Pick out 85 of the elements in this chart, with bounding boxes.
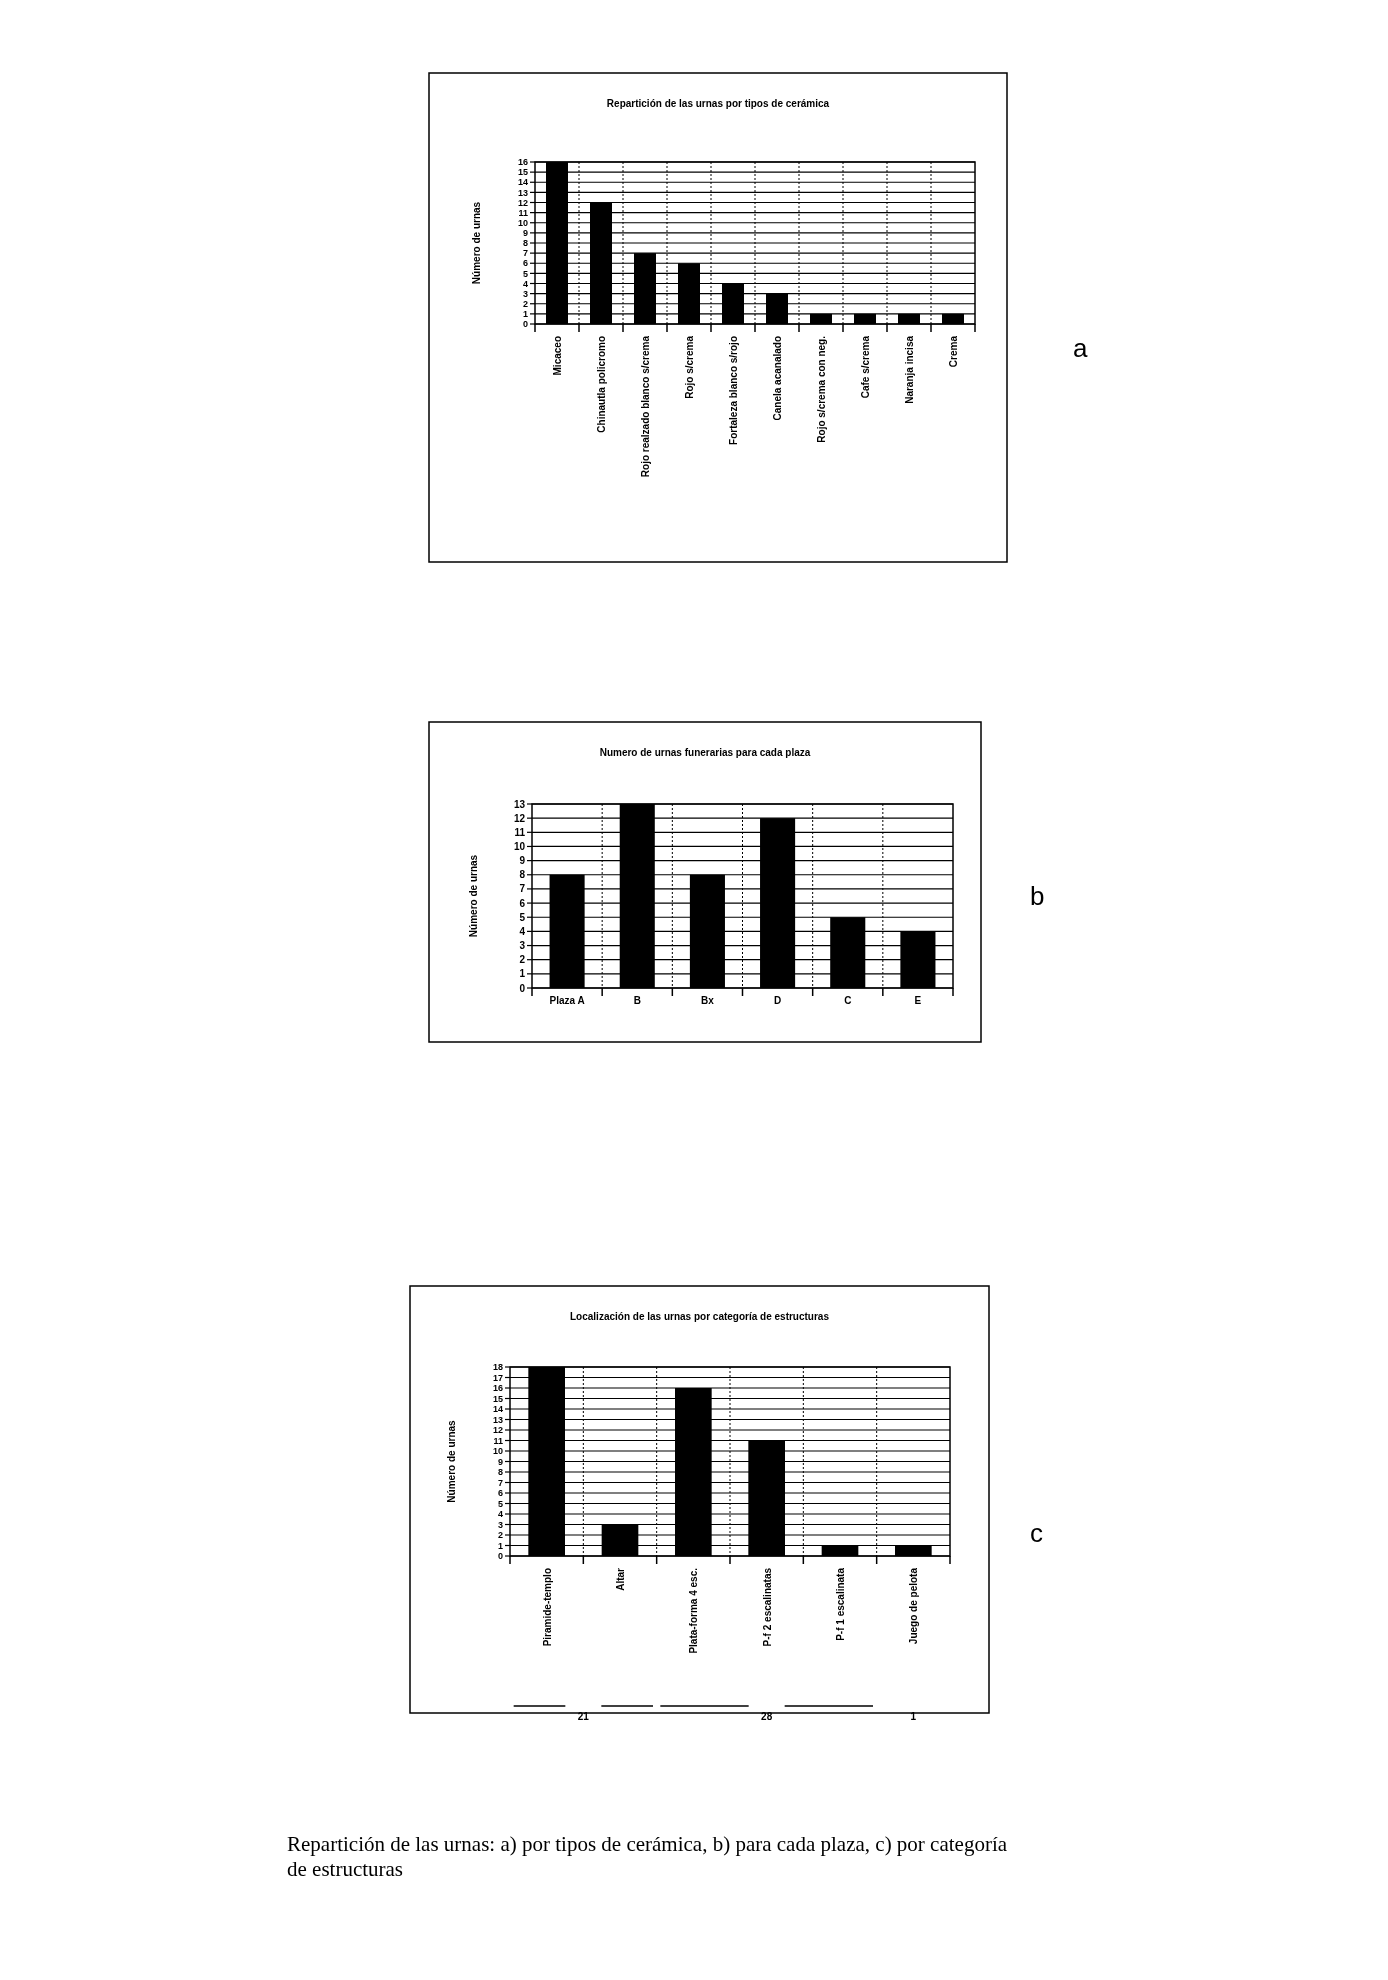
y-tick-label: 18 bbox=[492, 1362, 503, 1373]
y-tick-label: 2 bbox=[519, 954, 526, 966]
y-tick-label: 14 bbox=[492, 1404, 503, 1415]
y-tick-label: 9 bbox=[519, 855, 526, 867]
x-tick-label: Rojo s/crema bbox=[684, 335, 695, 399]
y-tick-label: 4 bbox=[497, 1509, 503, 1520]
y-tick-label: 7 bbox=[519, 883, 526, 895]
y-tick-label: 8 bbox=[519, 869, 526, 881]
x-tick-label: Naranja incisa bbox=[904, 335, 915, 404]
text: 1 bbox=[910, 1711, 917, 1722]
y-tick-label: 6 bbox=[497, 1488, 503, 1499]
x-tick-label: B bbox=[633, 995, 641, 1006]
y-tick-label: 12 bbox=[517, 197, 528, 208]
y-tick-label: 3 bbox=[522, 288, 528, 299]
y-tick-label: 13 bbox=[492, 1414, 503, 1425]
x-tick-label: E bbox=[914, 995, 922, 1006]
y-tick-label: 2 bbox=[522, 298, 528, 309]
y-tick-label: 11 bbox=[493, 1435, 503, 1446]
chart-title: Numero de urnas funerarias para cada plaza bbox=[599, 747, 811, 758]
y-axis-title: Número de urnas bbox=[468, 854, 479, 938]
y-tick-label: 3 bbox=[519, 940, 526, 952]
y-tick-label: 9 bbox=[522, 228, 528, 239]
y-tick-label: 4 bbox=[519, 925, 526, 937]
chart-title: Repartición de las urnas por tipos de cerámica bbox=[606, 98, 830, 109]
y-tick-label: 15 bbox=[517, 167, 528, 178]
text: c bbox=[1030, 1518, 1043, 1549]
x-tick-label: Piramide-templo bbox=[541, 1568, 553, 1647]
y-tick-label: 1 bbox=[522, 309, 528, 320]
y-tick-label: 0 bbox=[497, 1551, 503, 1562]
y-tick-label: 12 bbox=[513, 812, 526, 824]
x-tick-label: Plaza A bbox=[549, 995, 585, 1006]
y-tick-label: 6 bbox=[519, 897, 526, 909]
y-tick-label: 10 bbox=[517, 217, 528, 228]
x-tick-label: Bx bbox=[701, 995, 715, 1006]
y-tick-label: 11 bbox=[514, 826, 526, 838]
y-tick-label: 1 bbox=[497, 1540, 503, 1551]
y-tick-label: 16 bbox=[492, 1383, 503, 1394]
y-tick-label: 4 bbox=[522, 278, 528, 289]
y-tick-label: 2 bbox=[497, 1530, 503, 1541]
text: b bbox=[1030, 881, 1045, 912]
y-tick-label: 13 bbox=[517, 187, 528, 198]
x-tick-label: Crema bbox=[948, 335, 959, 368]
x-tick-label: Micaceo bbox=[552, 336, 563, 376]
x-tick-label: Chinautla policromo bbox=[596, 336, 607, 433]
y-tick-label: 11 bbox=[518, 207, 528, 218]
y-tick-label: 5 bbox=[497, 1498, 503, 1509]
y-tick-label: 9 bbox=[497, 1456, 503, 1467]
y-tick-label: 0 bbox=[519, 982, 526, 994]
chart-title: Localización de las urnas por categoría de estructuras bbox=[570, 1311, 830, 1322]
y-tick-label: 14 bbox=[517, 177, 528, 188]
y-tick-label: 16 bbox=[517, 157, 528, 168]
text: 21 bbox=[577, 1711, 590, 1722]
y-tick-label: 15 bbox=[492, 1393, 503, 1404]
text: 28 bbox=[761, 1711, 773, 1722]
x-tick-label: P-f 2 escalinatas bbox=[761, 1567, 773, 1647]
y-tick-label: 12 bbox=[492, 1425, 503, 1436]
y-tick-label: 8 bbox=[522, 238, 528, 249]
x-tick-label: Canela acanalado bbox=[772, 336, 783, 421]
x-tick-label: Cafe s/crema bbox=[860, 335, 871, 399]
y-tick-label: 6 bbox=[522, 258, 528, 269]
x-tick-label: Fortaleza blanco s/rojo bbox=[728, 336, 739, 445]
y-tick-label: 0 bbox=[522, 319, 528, 330]
y-tick-label: 13 bbox=[513, 798, 526, 810]
y-tick-label: 7 bbox=[522, 248, 528, 259]
y-tick-label: 10 bbox=[492, 1446, 503, 1457]
y-axis-title: Número de urnas bbox=[446, 1419, 457, 1503]
x-tick-label: Rojo s/crema con neg. bbox=[816, 335, 827, 443]
x-tick-label: Rojo realzado blanco s/crema bbox=[640, 335, 651, 478]
x-tick-label: Juego de pelota bbox=[908, 1567, 920, 1645]
y-axis-title: Número de urnas bbox=[471, 201, 482, 285]
y-tick-label: 10 bbox=[513, 840, 526, 852]
y-tick-label: 5 bbox=[519, 911, 526, 923]
y-tick-label: 7 bbox=[497, 1477, 503, 1488]
y-tick-label: 3 bbox=[497, 1519, 503, 1530]
x-tick-label: C bbox=[844, 995, 852, 1006]
y-tick-label: 1 bbox=[519, 968, 526, 980]
y-tick-label: 8 bbox=[497, 1467, 503, 1478]
text: Repartición de las urnas: a) por tipos de cerámica, b) para cada plaza, c) por categoría de estructuras bbox=[287, 1832, 1008, 1881]
y-tick-label: 17 bbox=[492, 1372, 503, 1383]
x-tick-label: Plata-forma 4 esc. bbox=[688, 1567, 700, 1654]
text: a bbox=[1073, 333, 1088, 364]
x-tick-label: P-f 1 escalinata bbox=[835, 1567, 846, 1641]
x-tick-label: D bbox=[773, 995, 782, 1006]
y-tick-label: 5 bbox=[522, 268, 528, 279]
x-tick-label: Altar bbox=[615, 1567, 626, 1591]
